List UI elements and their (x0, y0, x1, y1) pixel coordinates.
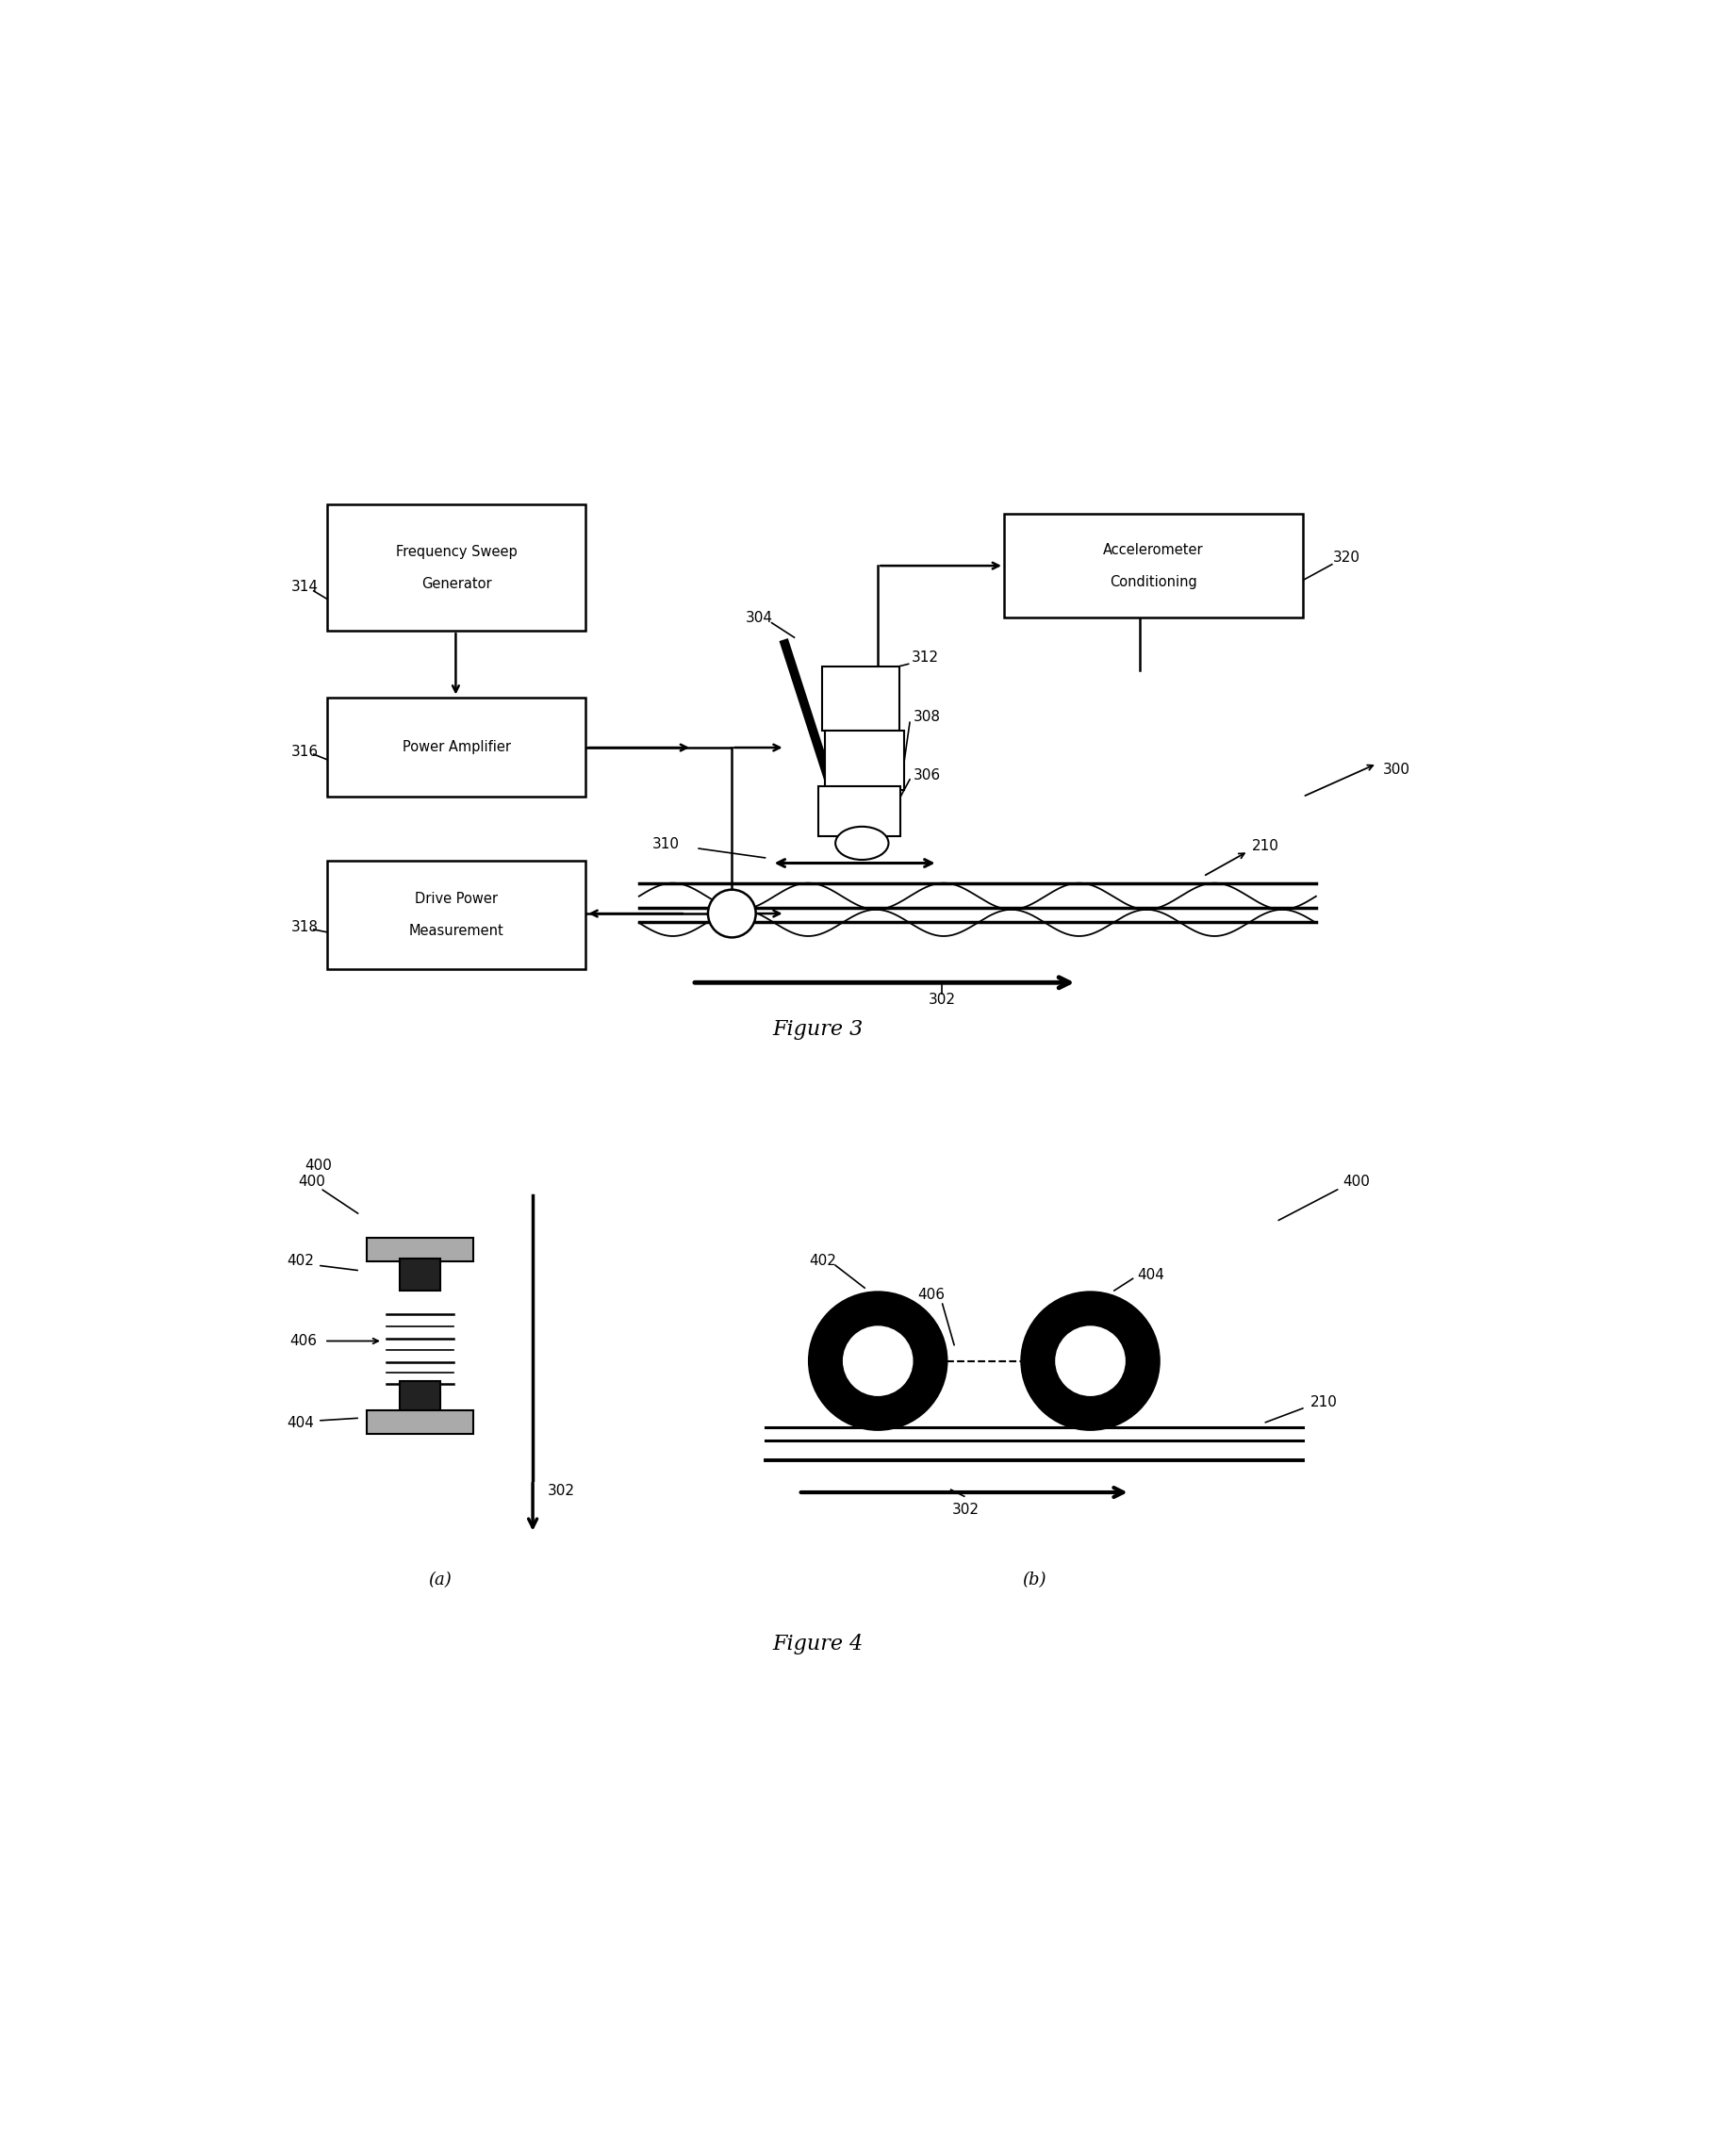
Text: Frequency Sweep: Frequency Sweep (396, 545, 517, 558)
Text: 314: 314 (291, 580, 319, 595)
Text: 302: 302 (548, 1483, 574, 1498)
Text: 310: 310 (653, 837, 680, 852)
Text: 404: 404 (1137, 1268, 1165, 1281)
Text: 210: 210 (1310, 1395, 1338, 1410)
Bar (327, 860, 586, 970)
Bar (327, 505, 586, 632)
Bar (367, 1238, 473, 1261)
Bar (819, 787, 901, 837)
Text: 318: 318 (291, 921, 319, 934)
Circle shape (707, 890, 755, 938)
Text: 306: 306 (913, 768, 940, 783)
Circle shape (809, 1291, 947, 1429)
Text: Figure 4: Figure 4 (773, 1634, 863, 1654)
Text: 406: 406 (918, 1287, 946, 1302)
Bar (822, 666, 899, 731)
Text: Conditioning: Conditioning (1110, 576, 1197, 589)
Text: 320: 320 (1333, 550, 1360, 565)
Text: 302: 302 (928, 992, 956, 1007)
Text: 400: 400 (298, 1175, 325, 1188)
Text: 316: 316 (291, 744, 319, 759)
Text: 400: 400 (1343, 1175, 1370, 1188)
Text: Power Amplifier: Power Amplifier (403, 740, 510, 755)
Text: 402: 402 (288, 1255, 315, 1268)
Text: Accelerometer: Accelerometer (1103, 543, 1204, 556)
Text: Measurement: Measurement (409, 923, 504, 938)
Text: 406: 406 (289, 1335, 317, 1348)
Bar (826, 731, 904, 789)
Circle shape (1021, 1291, 1160, 1429)
Text: 304: 304 (745, 610, 773, 625)
Bar (401, 1259, 440, 1291)
Bar (367, 1410, 473, 1434)
Text: 210: 210 (1252, 839, 1280, 854)
Text: Drive Power: Drive Power (415, 893, 498, 906)
Bar (401, 1380, 440, 1410)
Text: 300: 300 (1382, 763, 1410, 778)
Text: 400: 400 (305, 1158, 332, 1173)
Text: Figure 3: Figure 3 (773, 1018, 863, 1039)
Circle shape (1055, 1326, 1125, 1395)
Text: 302: 302 (952, 1503, 980, 1516)
Bar (327, 696, 586, 798)
Text: (a): (a) (428, 1572, 452, 1589)
Circle shape (843, 1326, 913, 1395)
Text: 404: 404 (288, 1416, 315, 1429)
Text: 402: 402 (809, 1255, 836, 1268)
Text: 308: 308 (913, 709, 940, 724)
Bar (1004, 513, 1304, 617)
Ellipse shape (836, 826, 889, 860)
Text: Generator: Generator (421, 576, 492, 591)
Text: 312: 312 (911, 651, 939, 664)
Text: (b): (b) (1023, 1572, 1047, 1589)
